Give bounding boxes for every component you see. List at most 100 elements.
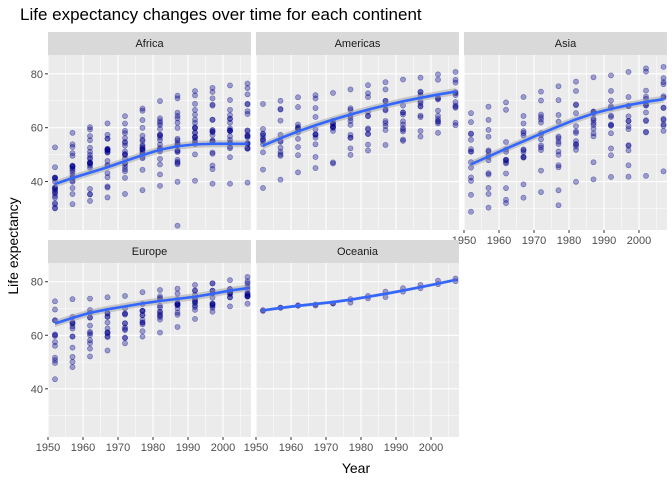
data-point <box>330 121 336 128</box>
data-point <box>122 151 128 158</box>
data-point <box>555 135 562 142</box>
strip-africa <box>48 32 251 55</box>
x-tick-label: 1980 <box>349 442 373 454</box>
data-point <box>330 160 336 167</box>
data-point <box>643 68 649 75</box>
data-point <box>192 107 198 113</box>
data-point <box>209 300 216 307</box>
data-point <box>209 117 216 123</box>
data-point <box>244 145 251 152</box>
data-point <box>209 127 216 133</box>
data-point <box>52 174 58 181</box>
data-point <box>87 144 93 151</box>
data-point <box>590 176 597 183</box>
y-tick-label: 60 <box>31 330 43 342</box>
data-point <box>69 323 76 330</box>
data-point <box>503 106 509 113</box>
data-point <box>538 116 544 123</box>
data-point <box>157 182 163 189</box>
data-point <box>122 163 128 170</box>
data-point <box>122 135 128 142</box>
data-point <box>104 325 111 332</box>
data-point <box>417 89 424 96</box>
data-point <box>192 282 198 288</box>
data-point <box>520 149 527 155</box>
data-point <box>503 157 509 164</box>
data-point <box>87 160 93 167</box>
data-point <box>122 320 128 327</box>
data-point <box>209 88 216 95</box>
data-point <box>573 102 579 109</box>
data-point <box>209 132 216 139</box>
strip-label-americas: Americas <box>335 38 381 50</box>
data-point <box>244 293 251 300</box>
data-point <box>174 222 181 229</box>
data-point <box>485 204 492 211</box>
data-point <box>244 132 251 138</box>
data-point <box>104 183 111 190</box>
y-tick-label: 80 <box>31 69 43 81</box>
data-point <box>347 145 354 152</box>
x-tick-label: 1960 <box>71 442 95 454</box>
strip-americas <box>256 32 459 55</box>
data-point <box>139 146 146 153</box>
smooth-line-europe <box>54 286 248 325</box>
data-point <box>260 101 266 107</box>
panel-americas: Americas <box>255 32 459 230</box>
data-point <box>122 130 128 137</box>
data-point <box>365 113 371 120</box>
data-point <box>192 316 198 322</box>
smooth-line-asia <box>470 97 664 166</box>
data-point <box>192 137 198 144</box>
data-point <box>503 156 509 163</box>
data-point <box>69 163 76 170</box>
data-point <box>139 312 146 319</box>
data-point <box>555 164 562 171</box>
data-point <box>277 151 284 158</box>
y-tick-label: 80 <box>31 277 43 289</box>
x-tick-label: 1970 <box>314 442 338 454</box>
data-point <box>382 79 389 86</box>
data-point <box>209 304 216 311</box>
data-point <box>209 84 216 91</box>
panel-europe: Europe 40 60 80 1950 1960 1970 1980 1990 2000 <box>31 240 251 454</box>
data-point <box>244 85 251 91</box>
data-point <box>192 306 198 313</box>
panel-background-asia <box>464 55 667 230</box>
data-point <box>400 102 406 109</box>
data-point <box>452 76 459 83</box>
data-point <box>365 82 371 89</box>
data-point <box>244 133 251 140</box>
data-point <box>139 147 146 154</box>
data-point <box>52 333 58 339</box>
data-point <box>520 130 527 136</box>
data-point <box>122 326 128 332</box>
data-point <box>52 144 58 151</box>
data-point <box>555 187 562 194</box>
data-point <box>382 127 389 133</box>
data-point <box>52 174 58 181</box>
data-point <box>452 104 459 111</box>
data-point <box>174 95 181 102</box>
data-point <box>503 159 509 166</box>
data-point <box>382 142 389 148</box>
data-point <box>192 298 198 305</box>
data-point <box>520 153 527 160</box>
data-point <box>209 127 216 134</box>
data-point <box>485 171 492 178</box>
data-point <box>104 131 111 138</box>
data-point <box>192 116 198 123</box>
data-point <box>643 65 649 72</box>
data-point <box>435 71 441 78</box>
data-point <box>277 176 284 183</box>
data-point <box>538 88 544 95</box>
data-point <box>244 290 251 297</box>
data-point <box>538 136 544 143</box>
data-point <box>87 332 93 339</box>
data-point <box>192 129 198 136</box>
data-point <box>157 171 163 178</box>
data-point <box>139 142 146 149</box>
data-point <box>503 139 509 145</box>
data-point <box>52 193 58 199</box>
data-point <box>400 109 406 116</box>
